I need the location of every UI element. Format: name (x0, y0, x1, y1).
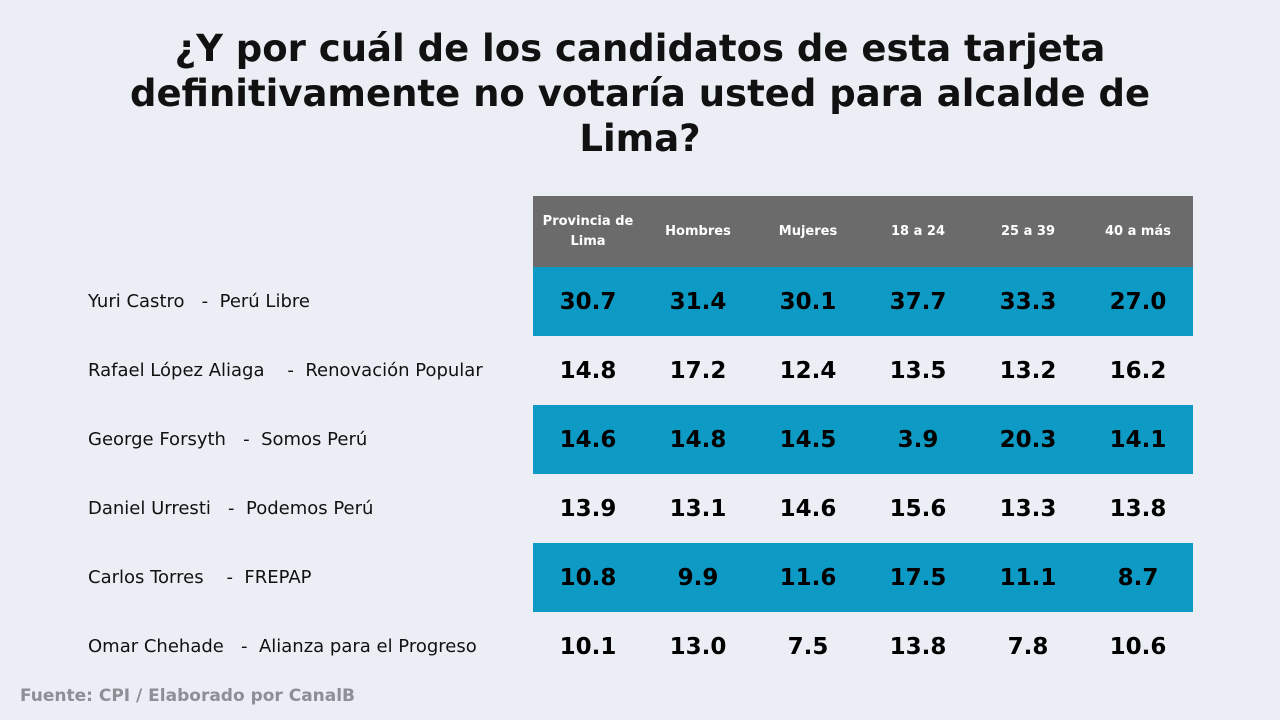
column-header-25-a-39: 25 a 39 (1000, 224, 1055, 239)
value-cell: 16.2 (1109, 357, 1167, 384)
value-cell: 13.3 (999, 495, 1057, 522)
value-cell: 13.8 (889, 633, 947, 660)
value-cell: 15.6 (889, 495, 947, 522)
value-cell: 17.5 (889, 564, 947, 591)
value-cell: 14.1 (1109, 426, 1167, 453)
row-label: Rafael López Aliaga - Renovación Popular (88, 360, 483, 381)
value-cell: 30.1 (779, 288, 837, 315)
row-values: 10.8 9.9 11.6 17.5 11.1 8.7 (533, 543, 1193, 612)
row-highlight-band (533, 267, 1193, 336)
value-cell: 13.2 (999, 357, 1057, 384)
value-cell: 31.4 (669, 288, 727, 315)
value-cell: 14.8 (669, 426, 727, 453)
value-cell: 10.1 (559, 633, 617, 660)
value-cell: 3.9 (897, 426, 939, 453)
value-cell: 10.8 (559, 564, 617, 591)
value-cell: 7.5 (787, 633, 829, 660)
row-values: 30.7 31.4 30.1 37.7 33.3 27.0 (533, 267, 1193, 336)
column-header-hombres: Hombres (665, 224, 731, 239)
row-label: Omar Chehade - Alianza para el Progreso (88, 636, 477, 657)
table-row: George Forsyth - Somos Perú 14.6 14.8 14.5 3… (0, 405, 1280, 474)
value-cell: 9.9 (677, 564, 719, 591)
value-cell: 14.6 (559, 426, 617, 453)
value-cell: 30.7 (559, 288, 617, 315)
chart-title: ¿Y por cuál de los candidatos de esta ta… (129, 27, 1151, 160)
row-label: Daniel Urresti - Podemos Perú (88, 498, 374, 519)
value-cell: 20.3 (999, 426, 1057, 453)
value-cell: 14.6 (779, 495, 837, 522)
value-cell: 10.6 (1109, 633, 1167, 660)
value-cell: 14.5 (779, 426, 837, 453)
value-cell: 27.0 (1109, 288, 1167, 315)
row-highlight-band (533, 543, 1193, 612)
row-highlight-band (533, 405, 1193, 474)
row-values: 10.1 13.0 7.5 13.8 7.8 10.6 (533, 612, 1193, 681)
value-cell: 11.6 (779, 564, 837, 591)
column-header-provincia-de-lima: Provincia de Lima (542, 214, 634, 249)
table-row: Rafael López Aliaga - Renovación Popular… (0, 336, 1280, 405)
value-cell: 17.2 (669, 357, 727, 384)
value-cell: 11.1 (999, 564, 1057, 591)
value-cell: 13.8 (1109, 495, 1167, 522)
table-row: Omar Chehade - Alianza para el Progreso 1… (0, 612, 1280, 681)
value-cell: 13.1 (669, 495, 727, 522)
row-label: George Forsyth - Somos Perú (88, 429, 368, 450)
row-values: 14.8 17.2 12.4 13.5 13.2 16.2 (533, 336, 1193, 405)
table-row: Daniel Urresti - Podemos Perú 13.9 13.1 14.… (0, 474, 1280, 543)
row-values: 13.9 13.1 14.6 15.6 13.3 13.8 (533, 474, 1193, 543)
row-label: Carlos Torres - FREPAP (88, 567, 312, 588)
table-body: Yuri Castro - Perú Libre 30.7 31.4 30.1 37.7… (0, 267, 1280, 681)
table-row: Yuri Castro - Perú Libre 30.7 31.4 30.1 37.7… (0, 267, 1280, 336)
row-values: 14.6 14.8 14.5 3.9 20.3 14.1 (533, 405, 1193, 474)
table-row: Carlos Torres - FREPAP 10.8 9.9 11.6 17.5 11.… (0, 543, 1280, 612)
value-cell: 37.7 (889, 288, 947, 315)
value-cell: 13.0 (669, 633, 727, 660)
value-cell: 14.8 (559, 357, 617, 384)
row-label: Yuri Castro - Perú Libre (88, 291, 310, 312)
value-cell: 13.5 (889, 357, 947, 384)
source-note: Fuente: CPI / Elaborado por CanalB (20, 686, 356, 706)
value-cell: 8.7 (1117, 564, 1159, 591)
column-header-bar: Provincia de Lima Hombres Mujeres 18 a 2… (533, 196, 1193, 268)
value-cell: 33.3 (999, 288, 1057, 315)
column-header-18-a-24: 18 a 24 (890, 224, 945, 239)
value-cell: 12.4 (779, 357, 837, 384)
column-header-40-a-mas: 40 a más (1105, 224, 1171, 239)
value-cell: 13.9 (559, 495, 617, 522)
column-header-mujeres: Mujeres (778, 224, 838, 239)
value-cell: 7.8 (1007, 633, 1049, 660)
